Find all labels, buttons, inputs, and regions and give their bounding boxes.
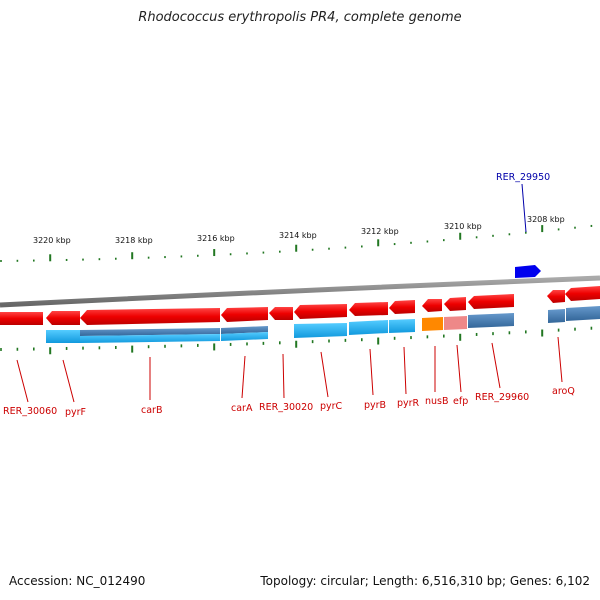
gene-label-pyrf[interactable]: pyrF (65, 407, 86, 418)
cds-block-carb[interactable] (80, 328, 220, 336)
cds-block-rer-29960[interactable] (468, 313, 514, 328)
gene-label-pyrr[interactable]: pyrR (397, 398, 420, 409)
gene-arrow-carb[interactable] (80, 308, 220, 325)
gene-arrow-rer-29960[interactable] (468, 294, 514, 309)
cds-block-pyrf[interactable] (46, 330, 80, 343)
tick-label: 3214 kbp (279, 231, 317, 240)
gene-arrow-next[interactable] (565, 286, 600, 301)
scale-tick-labels: 3220 kbp 3218 kbp 3216 kbp 3214 kbp 3212… (33, 215, 565, 245)
tick-label: 3210 kbp (444, 222, 482, 231)
scale-ticks-top (0, 224, 593, 262)
cds-block-efp[interactable] (444, 316, 467, 330)
gene-arrow-cara[interactable] (221, 307, 268, 322)
tick-label: 3220 kbp (33, 236, 71, 245)
genome-backbone (0, 275, 600, 308)
gene-arrow-rer-30060[interactable] (0, 312, 43, 325)
gene-label-carb[interactable]: carB (141, 405, 162, 416)
cds-track (46, 306, 600, 343)
gene-label-nusb[interactable]: nusB (425, 396, 449, 407)
cds-block-nusb[interactable] (422, 317, 443, 331)
gene-arrow-nusb[interactable] (422, 299, 442, 312)
tick-label: 3218 kbp (115, 236, 153, 245)
gene-label-efp[interactable]: efp (453, 396, 468, 407)
tick-label: 3208 kbp (527, 215, 565, 224)
cds-block-next[interactable] (566, 306, 600, 321)
gene-track-forward (0, 286, 600, 325)
map-title: Rhodococcus erythropolis PR4, complete g… (138, 10, 462, 25)
accession-label: Accession: NC_012490 (9, 574, 146, 588)
gene-label-rer-29960[interactable]: RER_29960 (475, 392, 529, 403)
gene-label-pyrc[interactable]: pyrC (320, 401, 343, 412)
scale-ticks-bottom (0, 326, 593, 355)
gene-label-pyrb[interactable]: pyrB (364, 400, 386, 411)
tick-label: 3216 kbp (197, 234, 235, 243)
gene-label-rer-30020[interactable]: RER_30020 (259, 402, 313, 413)
cds-block-pyrb[interactable] (349, 320, 388, 335)
gene-label-rer-29950[interactable]: RER_29950 (496, 172, 550, 183)
cds-block-pyrc[interactable] (294, 323, 347, 338)
gene-label-rer-30060[interactable]: RER_30060 (3, 406, 57, 417)
cds-block-cara-lower[interactable] (221, 332, 268, 341)
gene-arrow-pyrc[interactable] (294, 304, 347, 319)
cds-block-pyrr[interactable] (389, 319, 415, 333)
gene-arrow-rer-30020[interactable] (269, 307, 293, 320)
gene-label-cara[interactable]: carA (231, 403, 253, 414)
genome-summary: Topology: circular; Length: 6,516,310 bp… (260, 574, 590, 588)
gene-label-aroq[interactable]: aroQ (552, 386, 575, 397)
tick-label: 3212 kbp (361, 227, 399, 236)
cds-block-cara[interactable] (221, 326, 268, 334)
gene-arrow-rer-29950[interactable] (515, 265, 541, 278)
cds-block-carb-lower[interactable] (80, 334, 220, 343)
gene-arrow-pyrf[interactable] (46, 311, 80, 325)
gene-arrow-efp[interactable] (444, 297, 466, 311)
gene-arrow-pyrr[interactable] (389, 300, 415, 314)
gene-arrow-pyrb[interactable] (349, 302, 388, 316)
gene-labels: RER_30060 pyrF carB carA RER_30020 pyrC … (3, 172, 575, 418)
cds-block-aroq[interactable] (548, 309, 565, 323)
gene-arrow-aroq[interactable] (547, 290, 565, 303)
